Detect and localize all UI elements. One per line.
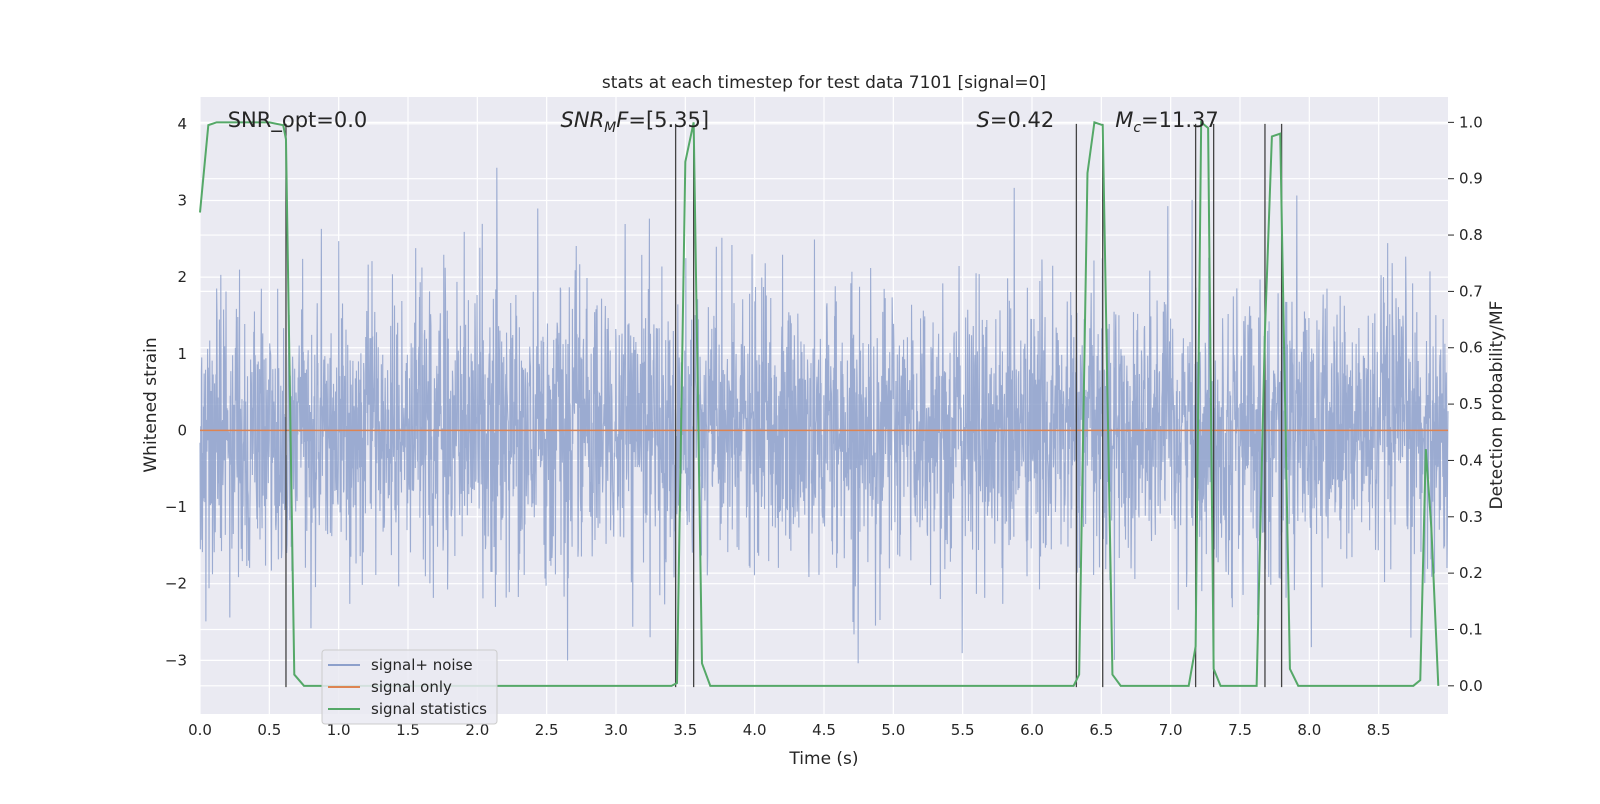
stats-layer	[199, 120, 1440, 687]
ticks-layer: 0.0 0.5 1.0 1.5 2.0 2.5 3.0 3.5 4.0 4.5 5.0 5.5 6.0 6…	[165, 113, 1483, 739]
stat-annotation: SNR_opt=0.0	[228, 108, 368, 133]
x-tick-label: 8.5	[1367, 721, 1391, 739]
y-axis-label: Whitened strain	[141, 337, 161, 472]
x-tick-label: 8.0	[1297, 721, 1321, 739]
y2-tick-label: 0.2	[1459, 564, 1483, 582]
legend-label-stats: signal statistics	[371, 700, 487, 718]
y2-tick-label: 0.9	[1459, 170, 1483, 188]
y2-tick-label: 0.5	[1459, 395, 1483, 413]
x-tick-label: 5.0	[881, 721, 905, 739]
y-tick-label: 3	[177, 191, 187, 209]
x-tick-label: 5.5	[951, 721, 975, 739]
noise-layer	[199, 167, 1449, 664]
x-tick-label: 4.5	[812, 721, 836, 739]
legend-box	[321, 649, 498, 725]
y-tick-label: −3	[165, 651, 187, 669]
x-tick-label: 2.0	[465, 721, 489, 739]
legend-label-noise: signal+ noise	[371, 656, 473, 674]
y2-tick-label: 0.0	[1459, 677, 1483, 695]
x-tick-label: 4.0	[743, 721, 767, 739]
y2-tick-label: 0.7	[1459, 282, 1483, 300]
x-tick-label: 2.5	[535, 721, 559, 739]
y2-tick-label: 0.3	[1459, 508, 1483, 526]
stat-annotation: Mc=11.37	[1115, 108, 1219, 136]
x-tick-label: 6.0	[1020, 721, 1044, 739]
x-tick-label: 1.0	[327, 721, 351, 739]
y-tick-label: 0	[177, 421, 187, 439]
legend: signal+ noise signal only signal statist…	[321, 649, 498, 725]
y2-tick-label: 0.1	[1459, 620, 1483, 638]
y-tick-label: 1	[177, 345, 187, 363]
x-axis-label: Time (s)	[788, 749, 858, 769]
y2-tick-label: 0.8	[1459, 226, 1483, 244]
y-tick-label: 4	[177, 115, 187, 133]
x-tick-label: 3.5	[673, 721, 697, 739]
chart-title: stats at each timestep for test data 710…	[602, 73, 1046, 93]
y2-tick-label: 0.4	[1459, 451, 1483, 469]
x-tick-label: 7.5	[1228, 721, 1252, 739]
y2-axis-label: Detection probability/MF	[1487, 301, 1507, 510]
annot-layer: SNR_opt=0.0 SNRMF=[5.35] S=0.42 Mc=11.37	[228, 108, 1219, 136]
legend-label-signal: signal only	[371, 678, 452, 696]
x-tick-label: 7.0	[1159, 721, 1183, 739]
x-tick-label: 3.0	[604, 721, 628, 739]
vline-layer	[285, 123, 1283, 688]
y-tick-label: −1	[165, 498, 187, 516]
x-tick-label: 1.5	[396, 721, 420, 739]
x-tick-label: 6.5	[1089, 721, 1113, 739]
y-tick-label: 2	[177, 268, 187, 286]
series-signal-statistics-line	[199, 120, 1440, 687]
y-tick-label: −2	[165, 575, 187, 593]
x-tick-label: 0.5	[257, 721, 281, 739]
x-tick-label: 0.0	[188, 721, 212, 739]
y2-tick-label: 0.6	[1459, 339, 1483, 357]
stat-annotation: SNRMF=[5.35]	[561, 108, 710, 136]
stat-annotation: S=0.42	[977, 108, 1055, 132]
y2-tick-label: 1.0	[1459, 113, 1483, 131]
series-signal-noise-line	[199, 167, 1449, 664]
